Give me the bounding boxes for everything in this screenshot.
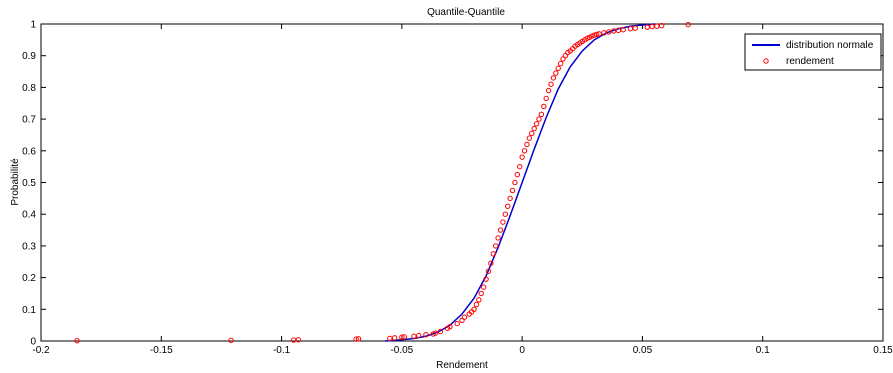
data-point-rendement <box>391 335 398 341</box>
y-axis-ticks: 0 0.1 0.2 0.3 0.4 0.5 0.6 0.7 0.8 0.9 1 <box>22 20 883 348</box>
data-point-rendement <box>355 336 362 342</box>
data-point-rendement <box>545 87 552 94</box>
data-point-rendement <box>476 297 482 303</box>
series-line-distribution-normale <box>384 23 655 342</box>
data-point-rendement <box>526 135 533 141</box>
data-point-rendement <box>74 337 80 344</box>
data-point-rendement <box>514 171 521 178</box>
x-tick-label: 0.05 <box>633 345 653 356</box>
y-tick-label: 1 <box>30 20 36 31</box>
x-tick-label: 0 <box>519 345 525 356</box>
y-axis-title: Probabilité <box>10 158 21 206</box>
y-tick-label: 0.9 <box>22 51 36 62</box>
y-tick-label: 0.7 <box>22 115 36 126</box>
data-point-rendement <box>548 81 554 87</box>
x-tick-label: 0.15 <box>873 345 893 356</box>
legend-marker-swatch <box>763 58 769 64</box>
data-point-rendement <box>658 22 665 29</box>
y-tick-label: 0.2 <box>22 273 36 284</box>
data-point-rendement <box>507 195 513 202</box>
data-point-rendement <box>228 337 234 344</box>
data-point-rendement <box>555 65 561 72</box>
plot-frame <box>40 23 884 342</box>
data-point-rendement <box>432 330 439 336</box>
data-point-rendement <box>437 328 444 335</box>
x-axis-title: Rendement <box>436 360 488 371</box>
data-point-rendement <box>519 154 525 160</box>
data-point-rendement <box>471 306 477 312</box>
data-point-rendement <box>490 251 496 257</box>
data-point-rendement <box>399 334 405 340</box>
x-tick-label: 0.1 <box>756 345 770 356</box>
x-tick-label: -0.05 <box>390 345 413 356</box>
data-point-rendement <box>543 95 549 102</box>
legend: distribution normale rendement <box>744 33 882 71</box>
data-point-rendement <box>594 31 600 38</box>
data-point-rendement <box>606 29 612 35</box>
data-point-rendement <box>541 103 547 110</box>
legend-label-normal: distribution normale <box>786 40 874 51</box>
data-point-rendement <box>488 260 494 267</box>
chart-title: Quantile-Quantile <box>427 7 505 18</box>
data-point-rendement <box>557 60 564 67</box>
data-point-rendement <box>517 163 523 170</box>
data-point-rendement <box>536 116 542 122</box>
data-point-rendement <box>473 301 480 308</box>
y-tick-label: 0.8 <box>22 83 36 94</box>
data-point-rendement <box>591 32 598 38</box>
data-point-rendement <box>505 203 511 209</box>
data-point-rendement <box>423 331 429 338</box>
data-point-rendement <box>495 235 501 241</box>
data-point-rendement <box>295 337 302 343</box>
data-point-rendement <box>485 268 492 274</box>
data-point-rendement <box>601 30 607 36</box>
data-point-rendement <box>550 75 557 81</box>
x-tick-label: -0.1 <box>273 345 291 356</box>
data-point-rendement <box>632 25 638 31</box>
data-point-rendement <box>685 21 691 28</box>
data-point-rendement <box>589 33 595 39</box>
data-point-rendement <box>620 27 626 33</box>
data-point-rendement <box>524 141 530 148</box>
x-axis-ticks: -0.2 -0.15 -0.1 -0.05 0 0.05 0.1 0.15 <box>32 24 893 356</box>
data-point-rendement <box>480 284 487 290</box>
data-point-rendement <box>478 290 484 297</box>
data-point-rendement <box>512 179 518 186</box>
y-tick-label: 0 <box>30 337 36 348</box>
data-point-rendement <box>553 70 559 76</box>
legend-label-rendement: rendement <box>786 56 834 67</box>
y-tick-label: 0.1 <box>22 305 36 316</box>
data-point-rendement <box>500 219 506 225</box>
x-tick-label: -0.15 <box>150 345 173 356</box>
data-point-rendement <box>447 324 453 330</box>
data-point-rendement <box>401 334 407 340</box>
y-tick-label: 0.4 <box>22 210 36 221</box>
series-layer <box>74 21 691 344</box>
y-tick-label: 0.6 <box>22 146 36 157</box>
data-point-rendement <box>483 276 489 282</box>
data-point-rendement <box>430 331 436 337</box>
data-point-rendement <box>596 31 602 37</box>
data-point-rendement <box>538 111 545 118</box>
data-point-rendement <box>497 227 504 233</box>
y-tick-label: 0.5 <box>22 178 36 189</box>
y-tick-label: 0.3 <box>22 241 36 252</box>
legend-box <box>744 33 882 71</box>
data-point-rendement <box>461 314 468 320</box>
data-point-rendement <box>502 211 509 217</box>
data-point-rendement <box>521 148 528 154</box>
data-point-rendement <box>415 332 422 339</box>
data-point-rendement <box>531 125 537 132</box>
data-point-rendement <box>454 320 460 327</box>
data-point-rendement <box>533 121 540 127</box>
x-tick-label: -0.2 <box>32 345 50 356</box>
data-point-rendement <box>492 243 499 249</box>
data-point-rendement <box>529 130 535 137</box>
data-point-rendement <box>584 35 590 41</box>
data-point-rendement <box>509 187 516 194</box>
data-point-rendement <box>353 336 359 342</box>
